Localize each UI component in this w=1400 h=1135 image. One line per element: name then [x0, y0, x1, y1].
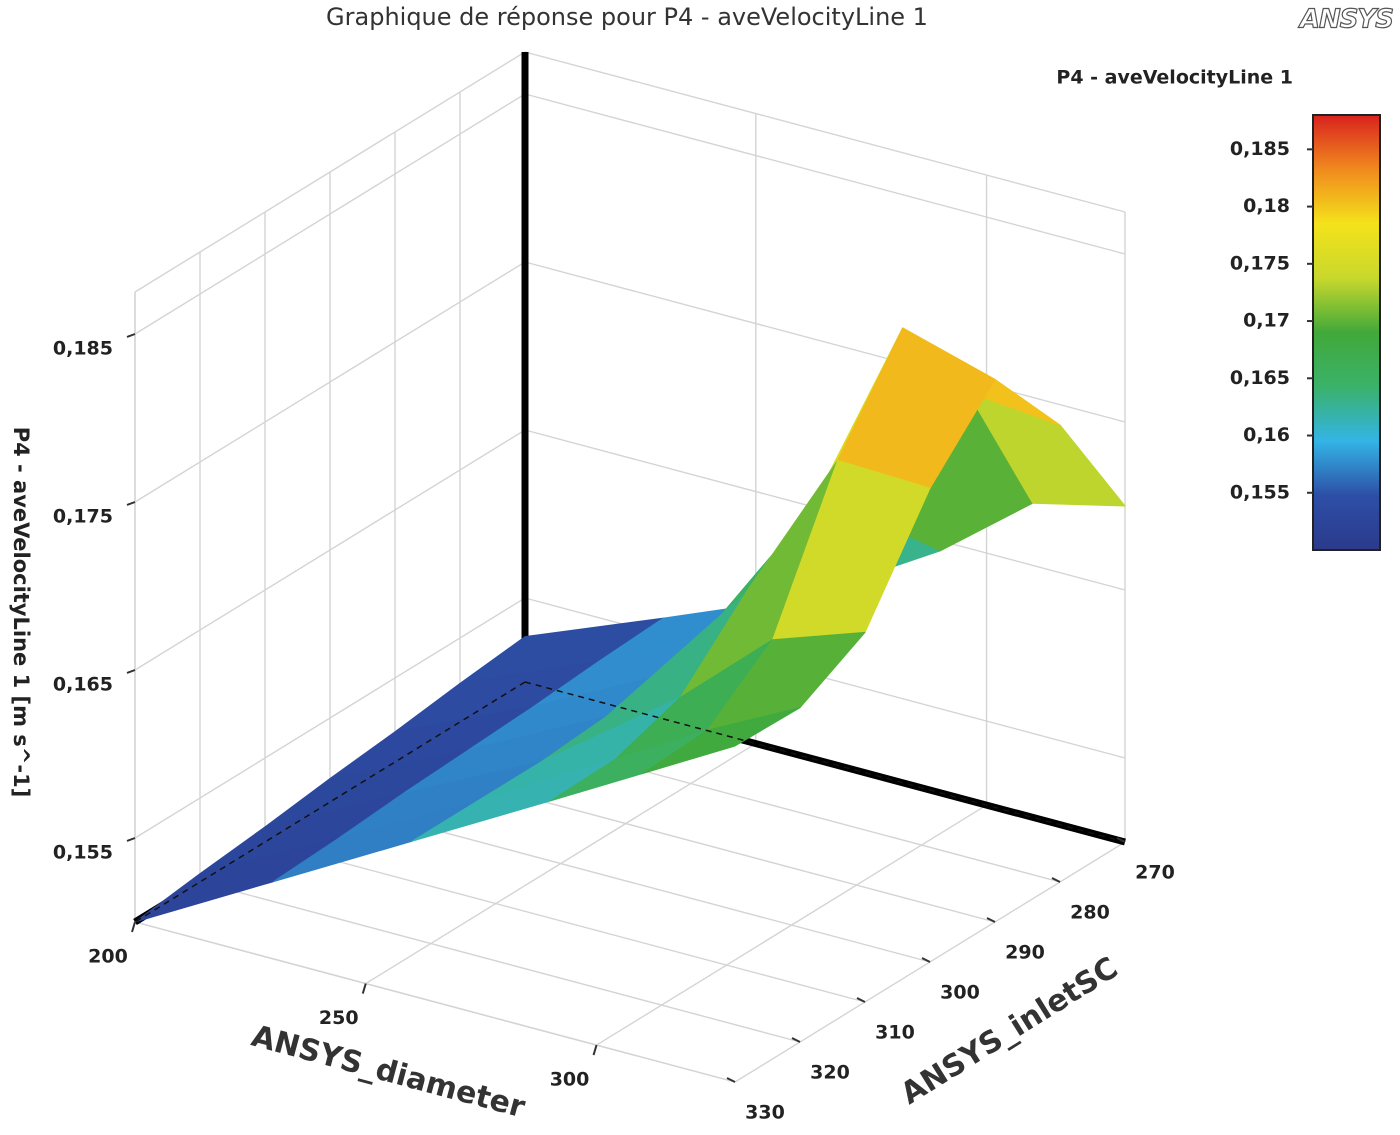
chart-title: Graphique de réponse pour P4 - aveVeloci…	[326, 3, 928, 31]
y-tick-label: 320	[810, 1062, 850, 1084]
x-tick-label: 200	[88, 946, 128, 968]
grid-line	[264, 841, 866, 1003]
tick-mark	[592, 1044, 598, 1056]
tick-mark	[726, 1077, 736, 1083]
hidden-axis	[524, 681, 1126, 843]
grid-line	[134, 921, 736, 1083]
y-axis-title: ANSYS_inletSC	[895, 950, 1124, 1111]
colorbar-tick-label: 0,16	[1243, 424, 1290, 446]
grid-line	[524, 93, 1126, 255]
grid-line	[524, 261, 1126, 423]
colorbar-tick-label: 0,185	[1230, 138, 1290, 160]
tick-mark	[791, 1037, 801, 1043]
tick-mark	[1116, 837, 1126, 843]
tick-mark	[126, 333, 136, 338]
colorbar-tick-label: 0,155	[1230, 481, 1290, 503]
x-axis-title: ANSYS_diameter	[248, 1019, 529, 1126]
z-tick-label: 0,185	[53, 338, 113, 360]
grid-line	[134, 597, 526, 839]
x-tick-label: 300	[550, 1069, 590, 1091]
tick-mark	[986, 917, 996, 923]
colorbar-tick-label: 0,17	[1243, 310, 1290, 332]
x-tick-label: 250	[319, 1007, 359, 1029]
y-tick-label: 290	[1005, 942, 1045, 964]
logo: ANSYS	[1298, 5, 1393, 35]
z-tick-label: 0,155	[53, 842, 113, 864]
tick-mark	[131, 921, 136, 933]
box-edge	[524, 51, 1126, 213]
tick-mark	[126, 669, 136, 674]
y-tick-label: 270	[1135, 862, 1175, 884]
colorbar	[1312, 114, 1381, 551]
z-axis-title: P4 - aveVelocityLine 1 [m s^-1]	[9, 427, 33, 798]
y-tick-label: 280	[1070, 902, 1110, 924]
z-tick-label: 0,165	[53, 674, 113, 696]
colorbar-tick-label: 0,18	[1243, 195, 1290, 217]
colorbar-tick-label: 0,175	[1230, 252, 1290, 274]
y-tick-label: 300	[940, 982, 980, 1004]
grid-line	[596, 804, 987, 1046]
colorbar-tick-label: 0,165	[1230, 367, 1290, 389]
tick-mark	[126, 837, 136, 842]
grid-line	[134, 429, 526, 671]
grid-line	[365, 742, 757, 985]
tick-mark	[1051, 877, 1061, 883]
y-tick-label: 330	[745, 1102, 785, 1124]
colorbar-title: P4 - aveVelocityLine 1	[1056, 67, 1293, 89]
tick-mark	[361, 983, 367, 994]
tick-mark	[921, 957, 931, 963]
grid-line	[134, 93, 526, 335]
y-tick-label: 310	[875, 1022, 915, 1044]
tick-mark	[856, 997, 866, 1003]
grid-line	[199, 881, 801, 1043]
z-tick-label: 0,175	[53, 506, 113, 528]
surface-cell	[642, 707, 801, 774]
tick-mark	[126, 501, 136, 506]
grid-line	[134, 261, 526, 503]
